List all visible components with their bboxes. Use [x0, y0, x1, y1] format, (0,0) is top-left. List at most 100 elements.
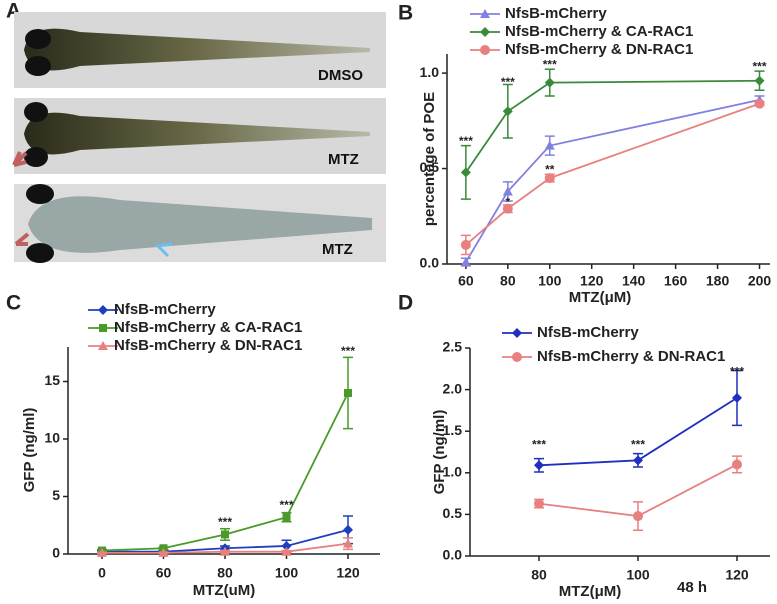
- legend-label: NfsB-mCherry & CA-RAC1: [505, 23, 693, 40]
- y-tick-label: 1.5: [443, 422, 463, 438]
- significance: ***: [218, 515, 232, 529]
- legend-label: NfsB-mCherry & CA-RAC1: [114, 319, 302, 336]
- y-axis-title: percentage of POE: [421, 92, 438, 226]
- significance: ***: [631, 438, 645, 452]
- x-tick-label: 100: [626, 567, 650, 583]
- point: [633, 455, 643, 466]
- x-tick-label: 80: [500, 273, 516, 289]
- eye: [24, 102, 48, 122]
- axis-note: 48 h: [677, 579, 707, 596]
- point: [534, 460, 544, 471]
- eye: [26, 243, 54, 263]
- legend-label: NfsB-mCherry: [114, 301, 216, 318]
- x-tick-label: 80: [531, 567, 547, 583]
- y-tick-label: 10: [44, 430, 60, 446]
- x-tick-label: 60: [458, 273, 474, 289]
- image-label: MTZ: [328, 151, 359, 168]
- point: [754, 98, 765, 109]
- legend-label: NfsB-mCherry: [537, 324, 639, 341]
- significance: ***: [459, 134, 473, 148]
- eye: [26, 184, 54, 204]
- point: [460, 239, 471, 250]
- point: [282, 513, 291, 522]
- fish: [24, 28, 370, 71]
- point: [460, 167, 471, 178]
- point: [732, 459, 743, 470]
- y-axis-title: GFP (ng/ml): [21, 408, 38, 493]
- significance: ***: [279, 498, 293, 512]
- y-tick-label: 1.0: [443, 464, 463, 480]
- significance: ***: [753, 60, 767, 74]
- y-tick-label: 15: [44, 372, 60, 388]
- x-axis-title: MTZ(uM): [193, 582, 255, 599]
- eye: [25, 56, 51, 76]
- point: [343, 538, 353, 548]
- image-label: DMSO: [318, 67, 363, 84]
- y-tick-label: 0.5: [443, 505, 463, 521]
- point: [281, 546, 292, 556]
- x-tick-label: 80: [217, 565, 233, 581]
- x-axis-title: MTZ(μM): [569, 289, 631, 306]
- point: [502, 203, 513, 214]
- point: [97, 547, 107, 557]
- point: [343, 524, 353, 535]
- x-tick-label: 120: [336, 565, 360, 581]
- x-tick-label: 60: [156, 565, 172, 581]
- legend-label: NfsB-mCherry: [505, 5, 607, 22]
- significance: ***: [501, 75, 515, 89]
- y-tick-label: 0: [52, 545, 60, 561]
- panel-label: D: [398, 292, 413, 315]
- fish: [24, 112, 370, 155]
- legend-label: NfsB-mCherry & DN-RAC1: [537, 348, 725, 365]
- fish: [28, 196, 372, 253]
- significance: ***: [341, 344, 355, 358]
- point: [221, 530, 229, 539]
- significance: ***: [532, 438, 546, 452]
- series-line: [465, 102, 760, 246]
- legend-marker: [480, 9, 490, 18]
- y-tick-label: 1.0: [420, 64, 440, 80]
- significance: ***: [730, 364, 744, 378]
- x-tick-label: 120: [725, 567, 749, 583]
- arrow: [12, 151, 28, 167]
- y-tick-label: 2.5: [443, 339, 463, 355]
- panel-label: B: [398, 2, 413, 25]
- x-tick-label: 140: [622, 273, 646, 289]
- x-tick-label: 180: [706, 273, 730, 289]
- point: [754, 75, 765, 86]
- arrowhead: [154, 242, 173, 258]
- point: [633, 511, 643, 522]
- point: [502, 106, 513, 117]
- point: [534, 498, 544, 509]
- arrow: [14, 232, 30, 246]
- y-axis-title: GFP (ng/ml): [431, 410, 448, 495]
- legend-marker: [98, 305, 108, 315]
- panel-label: C: [6, 292, 21, 315]
- x-tick-label: 160: [664, 273, 688, 289]
- point: [158, 547, 169, 557]
- legend-label: NfsB-mCherry & DN-RAC1: [114, 337, 302, 354]
- point: [544, 77, 555, 88]
- significance: **: [545, 163, 555, 177]
- point: [281, 540, 292, 551]
- eye: [25, 29, 51, 49]
- point: [502, 186, 513, 196]
- image-label: MTZ: [322, 241, 353, 258]
- legend-marker: [99, 324, 107, 332]
- y-tick-label: 5: [52, 487, 60, 503]
- point: [544, 140, 555, 150]
- point: [220, 546, 230, 556]
- y-tick-label: 2.0: [443, 380, 463, 396]
- x-axis-title: MTZ(μM): [559, 583, 621, 600]
- x-tick-label: 200: [748, 273, 772, 289]
- y-tick-label: 0.0: [443, 547, 463, 563]
- eye: [24, 147, 48, 167]
- series-line: [465, 79, 760, 173]
- significance: ***: [543, 58, 557, 72]
- x-tick-label: 100: [275, 565, 299, 581]
- legend-marker: [512, 352, 522, 362]
- significance: *: [505, 195, 510, 209]
- x-tick-label: 0: [98, 565, 106, 581]
- point: [344, 389, 352, 397]
